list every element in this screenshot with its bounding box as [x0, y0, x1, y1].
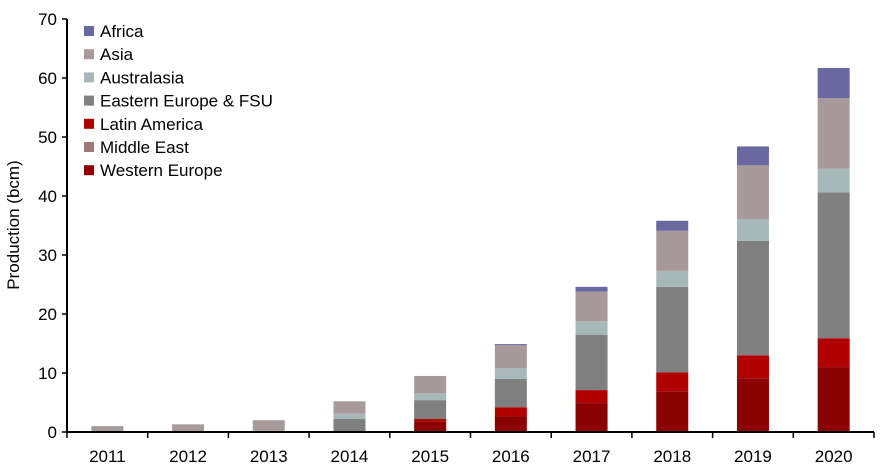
bar-segment-africa-2017 [575, 286, 608, 292]
bar-segment-eastern-europe-fsu-2019 [736, 240, 769, 356]
x-tick-label: 2014 [331, 447, 369, 466]
bar-segment-western-europe-2016 [494, 416, 527, 432]
legend-swatch [84, 72, 94, 83]
legend-label: Western Europe [100, 161, 223, 180]
legend-label: Australasia [100, 68, 185, 87]
x-tick-label: 2018 [653, 447, 691, 466]
bar-segment-africa-2016 [494, 344, 527, 346]
x-tick-label: 2012 [169, 447, 207, 466]
bar-segment-africa-2020 [817, 67, 850, 99]
y-axis-label: Production (bcm) [4, 160, 23, 289]
bar-segment-latin-america-2016 [494, 407, 527, 417]
legend-label: Middle East [100, 138, 189, 157]
x-tick-label: 2015 [411, 447, 449, 466]
bar-segment-australasia-2019 [736, 219, 769, 241]
bar-segment-asia-2016 [494, 345, 527, 369]
legend-label: Latin America [100, 115, 204, 134]
legend-swatch [84, 165, 94, 176]
legend-swatch [84, 118, 94, 129]
bar-segment-western-europe-2019 [736, 378, 769, 432]
x-tick-label: 2020 [815, 447, 853, 466]
bar-segment-western-europe-2015 [414, 421, 447, 432]
bar-segment-australasia-2018 [656, 270, 689, 287]
legend: Africa Asia Australasia Eastern Europe & FS… [84, 22, 273, 180]
bar-segment-africa-2019 [736, 146, 769, 166]
bar-segment-asia-2015 [414, 375, 447, 394]
bar-segment-latin-america-2015 [414, 419, 447, 422]
legend-swatch [84, 49, 94, 60]
bar-segment-eastern-europe-fsu-2014 [333, 419, 366, 432]
bar-segment-australasia-2016 [494, 368, 527, 379]
bar-segment-africa-2018 [656, 220, 689, 231]
y-tick-label: 20 [38, 305, 57, 324]
bar-segment-eastern-europe-fsu-2015 [414, 400, 447, 420]
bar-segment-australasia-2017 [575, 321, 608, 335]
bar-segment-eastern-europe-fsu-2017 [575, 334, 608, 391]
bar-segment-asia-2017 [575, 291, 608, 322]
y-tick-label: 0 [48, 423, 57, 442]
bar-segment-asia-2011 [91, 426, 124, 432]
legend-swatch [84, 142, 94, 152]
y-tick-label: 10 [38, 364, 57, 383]
bar-segment-western-europe-2018 [656, 391, 689, 432]
x-tick-label: 2013 [250, 447, 288, 466]
bar-segment-latin-america-2020 [817, 338, 850, 368]
bar-segment-asia-2019 [736, 165, 769, 220]
bar-segment-western-europe-2017 [575, 403, 608, 432]
legend-label: Eastern Europe & FSU [100, 92, 273, 111]
y-tick-label: 70 [38, 10, 57, 29]
bar-segment-latin-america-2018 [656, 372, 689, 392]
bar-segment-eastern-europe-fsu-2020 [817, 192, 850, 339]
y-tick-label: 40 [38, 187, 57, 206]
bar-segment-asia-2014 [333, 401, 366, 414]
bars [91, 67, 850, 432]
bar-segment-australasia-2014 [333, 413, 366, 420]
x-tick-label: 2016 [492, 447, 530, 466]
x-tick-label: 2019 [734, 447, 772, 466]
bar-segment-latin-america-2019 [736, 355, 769, 379]
bar-segment-australasia-2015 [414, 393, 447, 401]
bar-segment-australasia-2020 [817, 168, 850, 193]
bar-segment-eastern-europe-fsu-2018 [656, 286, 689, 373]
y-tick-label: 50 [38, 128, 57, 147]
axes: 0 10 20 30 40 50 60 70 2011 2012 2013 2014 2015 2016 2… [38, 10, 875, 466]
legend-label: Africa [100, 22, 144, 41]
y-tick-label: 30 [38, 246, 57, 265]
y-tick-label: 60 [38, 69, 57, 88]
bar-segment-asia-2013 [252, 420, 285, 431]
legend-label: Asia [100, 45, 134, 64]
bar-segment-eastern-europe-fsu-2016 [494, 378, 527, 408]
legend-swatch [84, 95, 94, 106]
bar-segment-asia-2020 [817, 98, 850, 169]
bar-segment-asia-2012 [172, 424, 205, 432]
bar-segment-asia-2018 [656, 230, 689, 271]
x-tick-label: 2011 [89, 447, 126, 466]
x-tick-label: 2017 [573, 447, 611, 466]
bar-segment-latin-america-2017 [575, 390, 608, 404]
legend-swatch [84, 26, 94, 36]
bar-segment-western-europe-2020 [817, 367, 850, 432]
